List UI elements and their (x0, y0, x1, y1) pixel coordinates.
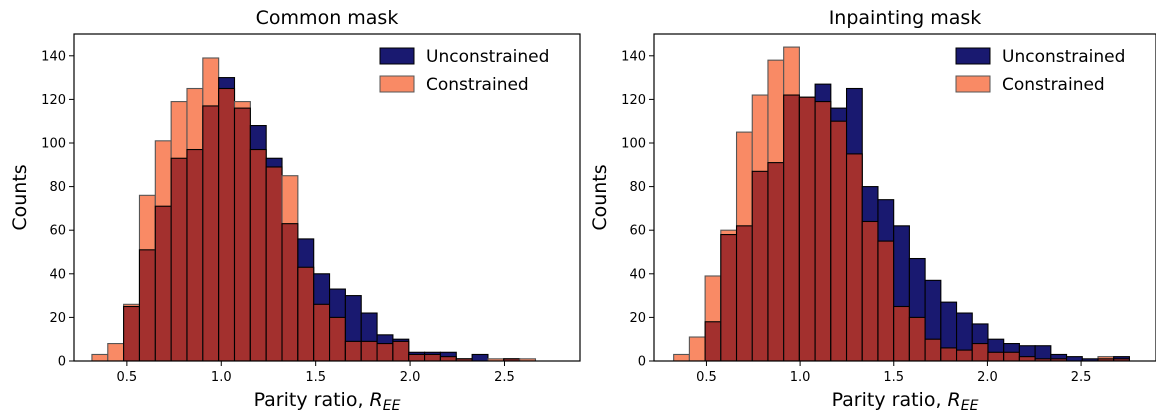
legend-swatch-1 (955, 75, 991, 93)
x-tick-label: 1.0 (790, 370, 811, 385)
y-axis-label: Counts (589, 164, 611, 230)
y-tick-label: 140 (41, 49, 66, 64)
x-tick-label: 2.5 (494, 370, 515, 385)
constrained-bar-0 (91, 353, 109, 361)
overlap-bar-11 (845, 153, 863, 361)
legend-label-0: Unconstrained (426, 47, 549, 67)
overlap-bar-22 (1018, 356, 1036, 361)
y-tick-label: 60 (49, 224, 66, 239)
axes-frame (653, 33, 1156, 362)
overlap-bar-14 (313, 303, 331, 361)
overlap-bar-9 (233, 107, 251, 361)
legend-label-1: Constrained (426, 75, 529, 95)
overlap-bar-18 (376, 343, 394, 361)
overlap-bar-19 (971, 343, 989, 361)
overlap-bar-4 (154, 205, 172, 361)
chart-title: Inpainting mask (829, 7, 982, 29)
overlap-bar-8 (798, 96, 816, 361)
overlap-bar-17 (940, 347, 958, 361)
overlap-bar-12 (281, 223, 299, 361)
overlap-bar-13 (877, 240, 895, 361)
overlap-bar-15 (908, 316, 926, 361)
y-tick-label: 60 (629, 224, 646, 239)
y-tick-label: 40 (629, 267, 646, 282)
y-tick-label: 20 (629, 311, 646, 326)
y-tick-label: 120 (41, 93, 66, 108)
chart-title: Common mask (256, 7, 399, 29)
overlap-bar-2 (704, 321, 722, 361)
overlap-bar-7 (202, 105, 220, 361)
x-tick-label: 0.5 (117, 370, 138, 385)
overlap-bar-17 (360, 340, 378, 361)
y-tick-label: 80 (629, 180, 646, 195)
x-tick-label: 1.5 (305, 370, 326, 385)
overlap-bar-5 (170, 157, 188, 361)
legend-label-0: Unconstrained (1002, 47, 1125, 67)
overlap-bar-19 (392, 340, 410, 361)
x-tick-label: 0.5 (696, 370, 717, 385)
x-axis-label: Parity ratio, REE (832, 389, 979, 412)
y-axis-label: Counts (9, 164, 31, 230)
axes-frame (73, 33, 581, 362)
panel-inpainting-mask: 0.5 1.0 1.5 2.0 2.5 0 20 40 60 80 100 120 140 Inpaint… (589, 7, 1156, 412)
overlap-bar-7 (783, 94, 800, 361)
overlap-bar-13 (297, 266, 315, 361)
y-tick-label: 100 (41, 137, 66, 152)
overlap-bar-5 (751, 170, 769, 361)
x-tick-label: 2.5 (1071, 370, 1092, 385)
constrained-bar-1 (107, 343, 125, 361)
constrained-bar-0 (673, 353, 690, 361)
overlap-bar-10 (249, 148, 267, 361)
overlap-bar-11 (265, 166, 283, 361)
y-tick-label: 80 (49, 180, 66, 195)
y-tick-label: 0 (58, 355, 66, 370)
overlap-bar-2 (123, 305, 141, 361)
bars (91, 57, 537, 361)
overlap-bar-8 (218, 87, 236, 361)
overlap-bar-20 (408, 353, 426, 361)
y-tick-label: 0 (638, 355, 646, 370)
overlap-bar-16 (924, 338, 942, 361)
y-tick-label: 140 (621, 49, 646, 64)
overlap-bar-6 (186, 148, 204, 361)
x-axis-label: Parity ratio, REE (254, 389, 401, 412)
overlap-bar-3 (138, 249, 156, 361)
overlap-bar-15 (328, 316, 346, 361)
unconstrained-bar-24 (471, 353, 489, 361)
legend-label-1: Constrained (1002, 75, 1105, 95)
overlap-bar-22 (439, 356, 457, 361)
overlap-bar-10 (830, 120, 848, 361)
legend-swatch-0 (955, 47, 991, 65)
overlap-bar-21 (1003, 351, 1020, 361)
y-tick-label: 100 (621, 137, 646, 152)
x-tick-label: 2.0 (977, 370, 998, 385)
overlap-bar-20 (987, 351, 1005, 361)
panel-common-mask: 0.5 1.0 1.5 2.0 2.5 0 20 40 60 80 100 120 140 Common … (9, 7, 581, 412)
overlap-bar-3 (720, 234, 738, 361)
overlap-bar-28 (1113, 358, 1130, 361)
overlap-bar-4 (735, 225, 753, 361)
legend-swatch-0 (379, 47, 415, 65)
y-tick-label: 20 (49, 311, 66, 326)
legend-swatch-1 (379, 75, 415, 93)
unconstrained-bar-25 (1066, 356, 1083, 361)
constrained-bar-27 (519, 358, 537, 361)
overlap-bar-21 (424, 353, 441, 361)
y-tick-label: 40 (49, 267, 66, 282)
overlap-bar-14 (893, 305, 910, 361)
overlap-bar-12 (861, 220, 879, 361)
y-tick-label: 120 (621, 93, 646, 108)
constrained-bar-1 (688, 336, 706, 361)
overlap-bar-6 (767, 162, 785, 361)
x-tick-label: 2.0 (400, 370, 421, 385)
x-tick-label: 1.5 (883, 370, 904, 385)
x-tick-label: 1.0 (211, 370, 232, 385)
overlap-bar-16 (344, 340, 362, 361)
overlap-bar-9 (814, 101, 832, 361)
overlap-bar-18 (955, 349, 973, 361)
